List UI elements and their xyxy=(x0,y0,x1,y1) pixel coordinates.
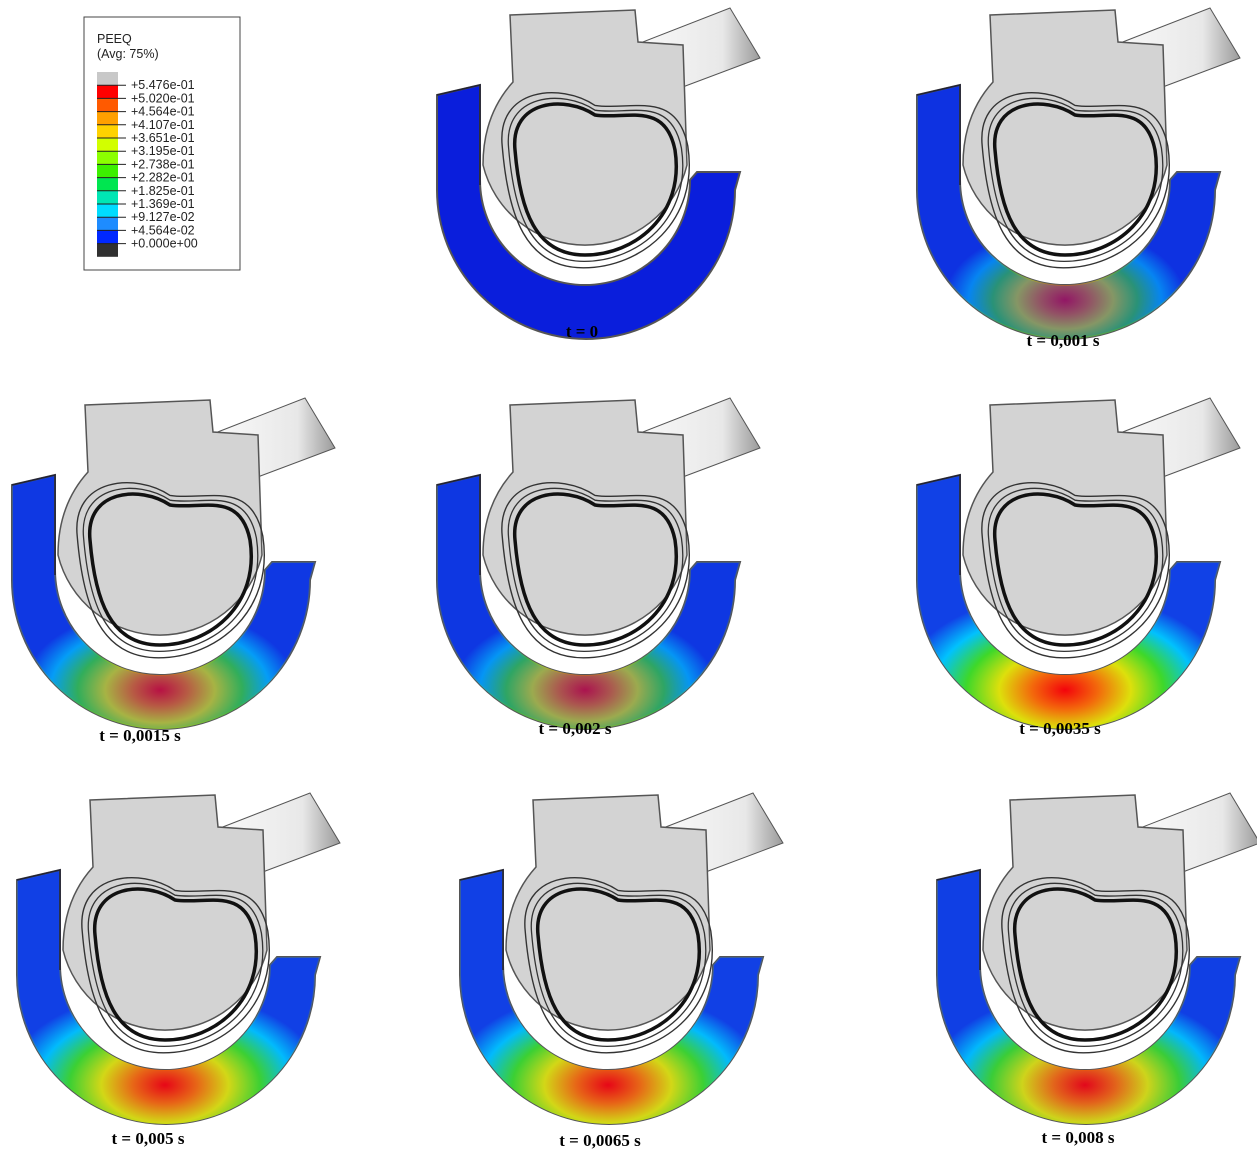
die-wall xyxy=(916,474,961,575)
ring-mid xyxy=(1007,882,1184,1048)
legend-swatch xyxy=(97,151,118,165)
ring-mid xyxy=(507,487,684,653)
fe-frame xyxy=(16,792,341,1125)
ring-mid xyxy=(530,882,707,1048)
fe-frame xyxy=(436,7,761,340)
punch xyxy=(482,399,688,636)
die-wall xyxy=(436,84,481,185)
punch xyxy=(57,399,263,636)
ring-mid xyxy=(987,487,1164,653)
ring-inner xyxy=(513,102,678,257)
ring-outer xyxy=(501,92,690,269)
legend-swatch xyxy=(97,164,118,178)
ring-inner xyxy=(93,887,258,1042)
die-wall xyxy=(11,474,56,575)
legend-label: +1.825e-01 xyxy=(131,184,195,198)
legend-swatch xyxy=(97,98,118,112)
ring-outer xyxy=(501,482,690,659)
legend: PEEQ (Avg: 75%) +5.476e-01+5.020e-01+4.5… xyxy=(83,16,241,271)
punch xyxy=(962,399,1168,636)
legend-label: +4.564e-01 xyxy=(131,105,195,119)
legend-swatch xyxy=(97,243,118,257)
ring-inner xyxy=(993,102,1158,257)
ring-mid xyxy=(87,882,264,1048)
legend-swatch xyxy=(97,72,118,86)
ring-mid xyxy=(82,487,259,653)
ring-outer xyxy=(981,92,1170,269)
ring-inner xyxy=(536,887,701,1042)
punch xyxy=(62,794,268,1031)
punch xyxy=(505,794,711,1031)
caption: t = 0,005 s xyxy=(112,1129,185,1148)
legend-label: +5.020e-01 xyxy=(131,91,195,105)
legend-label: +0.000e+00 xyxy=(131,237,198,251)
strain-hotspot xyxy=(917,593,1220,729)
legend-swatch xyxy=(97,138,118,152)
caption: t = 0,008 s xyxy=(1042,1128,1115,1147)
ring-inner xyxy=(513,492,678,647)
ring-inner xyxy=(88,492,253,647)
punch xyxy=(982,794,1188,1031)
legend-label: +1.369e-01 xyxy=(131,197,195,211)
punch xyxy=(482,9,688,246)
fe-frame xyxy=(436,397,761,730)
die-wall xyxy=(16,869,61,970)
die-wall xyxy=(936,869,981,970)
die-wall xyxy=(436,474,481,575)
legend-label: +3.195e-01 xyxy=(131,144,195,158)
strain-hotspot xyxy=(944,227,1186,339)
die-wall xyxy=(916,84,961,185)
legend-title: PEEQ xyxy=(97,32,132,46)
strain-hotspot xyxy=(460,991,763,1124)
fe-frame xyxy=(11,397,336,730)
die xyxy=(436,83,742,340)
ring-outer xyxy=(524,877,713,1054)
legend-label: +2.282e-01 xyxy=(131,171,195,185)
legend-swatch xyxy=(97,177,118,191)
caption: t = 0,0015 s xyxy=(99,726,181,745)
legend-label: +3.651e-01 xyxy=(131,131,195,145)
ring-inner xyxy=(993,492,1158,647)
legend-label: +4.107e-01 xyxy=(131,118,195,132)
legend-label: +9.127e-02 xyxy=(131,210,195,224)
legend-swatch xyxy=(97,190,118,204)
punch xyxy=(962,9,1168,246)
legend-label: +4.564e-02 xyxy=(131,223,195,237)
legend-label: +5.476e-01 xyxy=(131,78,195,92)
caption: t = 0,0035 s xyxy=(1019,719,1101,738)
legend-label: +2.738e-01 xyxy=(131,157,195,171)
legend-swatch xyxy=(97,204,118,218)
legend-swatch xyxy=(97,217,118,231)
legend-swatch xyxy=(97,85,118,99)
caption: t = 0 xyxy=(566,322,598,341)
legend-swatch xyxy=(97,230,118,244)
ring-mid xyxy=(507,97,684,263)
caption: t = 0,0065 s xyxy=(559,1131,641,1150)
ring-mid xyxy=(987,97,1164,263)
strain-hotspot xyxy=(937,992,1240,1124)
strain-hotspot xyxy=(17,991,320,1124)
caption: t = 0,002 s xyxy=(539,719,612,738)
fe-frame xyxy=(459,792,784,1125)
ring-outer xyxy=(1001,877,1190,1054)
fe-frame xyxy=(936,792,1257,1125)
fe-frame xyxy=(916,7,1241,340)
die-wall xyxy=(459,869,504,970)
legend-swatch xyxy=(97,111,118,125)
ring-inner xyxy=(1013,887,1178,1042)
legend-swatch xyxy=(97,124,118,138)
caption: t = 0,001 s xyxy=(1027,331,1100,350)
legend-subtitle: (Avg: 75%) xyxy=(97,47,159,61)
ring-outer xyxy=(981,482,1170,659)
ring-outer xyxy=(81,877,270,1054)
ring-outer xyxy=(76,482,265,659)
